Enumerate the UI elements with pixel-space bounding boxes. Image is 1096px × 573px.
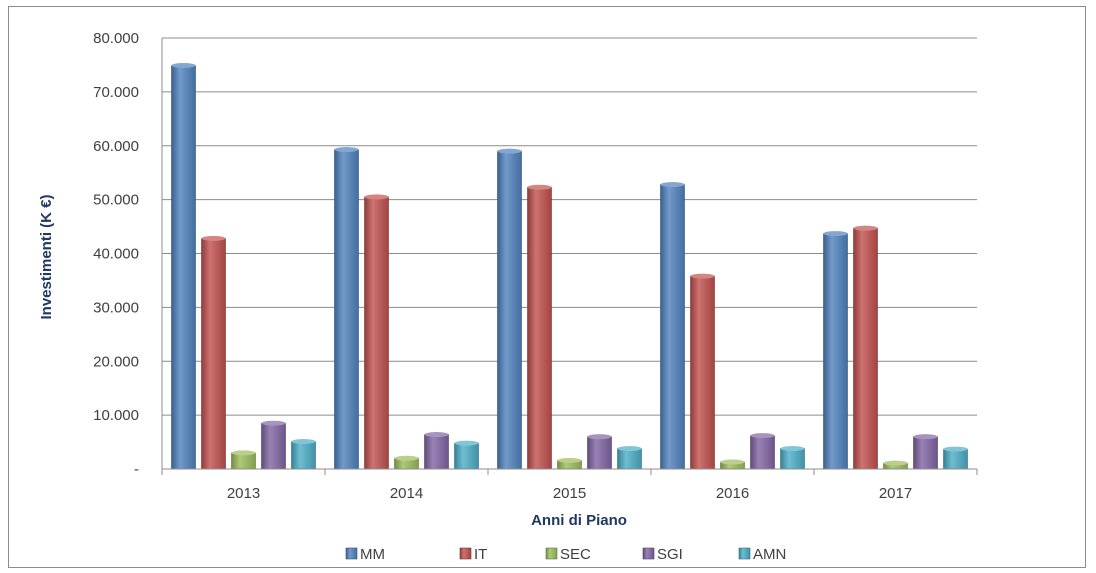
x-tick-label: 2016 [716,485,749,502]
bar-top-amn-2016 [780,446,805,452]
bar-top-it-2013 [201,235,226,241]
bar-mm-2013 [171,65,196,470]
y-tick-label: 10.000 [93,407,139,424]
gridlines [162,37,977,416]
y-axis-title: Investimenti (K €) [38,194,55,319]
y-tick-label: - [134,461,139,478]
bar-it-2013 [201,238,226,470]
bar-top-mm-2016 [660,182,685,188]
bar-amn-2017 [943,448,968,470]
bar-top-sec-2016 [720,459,745,465]
bar-top-it-2015 [527,184,552,190]
bar-top-mm-2014 [334,147,359,153]
y-tick-label: 20.000 [93,353,139,370]
bar-sgi-2015 [587,436,612,470]
bar-top-sgi-2015 [587,434,612,440]
bar-top-it-2014 [364,194,389,200]
bar-it-2017 [853,227,878,470]
bar-top-amn-2014 [454,440,479,446]
legend-label-sgi: SGI [657,546,683,563]
bar-top-it-2017 [853,225,878,231]
y-tick-label: 70.000 [93,84,139,101]
bar-top-amn-2013 [291,439,316,445]
legend: MM IT SEC SGI AMN [345,546,786,563]
bar-top-mm-2013 [171,62,196,68]
bar-mm-2015 [497,150,522,470]
bar-top-sgi-2016 [750,433,775,439]
chart-frame: - 10.000 20.000 30.000 40.000 50.000 60.000 70.… [8,6,1086,568]
bar-amn-2016 [780,448,805,470]
bar-it-2016 [690,275,715,470]
y-tick-label: 60.000 [93,138,139,155]
bar-it-2014 [364,196,389,470]
bar-top-sgi-2014 [424,432,449,438]
bar-amn-2013 [291,441,316,470]
bar-top-sec-2014 [394,455,419,461]
x-tick-label: 2017 [879,485,912,502]
bar-top-sec-2017 [883,460,908,466]
bar-chart: - 10.000 20.000 30.000 40.000 50.000 60.000 70.… [38,30,978,563]
bar-sgi-2016 [750,435,775,470]
bar-amn-2014 [454,442,479,470]
legend-swatch-mm [345,547,358,560]
legend-label-it: IT [474,546,487,563]
bar-mm-2016 [660,184,685,470]
y-tick-label: 80.000 [93,30,139,47]
y-tick-label: 50.000 [93,192,139,209]
x-axis-title: Anni di Piano [531,512,627,529]
bar-sgi-2013 [261,422,286,470]
x-tick-label: 2014 [390,485,423,502]
bars [171,62,968,470]
bar-it-2015 [527,186,552,470]
x-tick-label: 2015 [553,485,586,502]
bar-mm-2017 [823,233,848,470]
bar-top-sgi-2017 [913,434,938,440]
bar-mm-2014 [334,149,359,470]
legend-swatch-amn [738,547,751,560]
x-tick-label: 2013 [227,485,260,502]
bar-top-sec-2013 [231,450,256,456]
bar-top-amn-2015 [617,446,642,452]
bar-sgi-2014 [424,434,449,470]
bar-top-sgi-2013 [261,420,286,426]
legend-swatch-sec [545,547,558,560]
legend-label-mm: MM [360,546,385,563]
bar-top-mm-2017 [823,231,848,237]
legend-label-sec: SEC [560,546,591,563]
legend-swatch-it [459,547,472,560]
bar-top-amn-2017 [943,446,968,452]
bar-top-it-2016 [690,273,715,279]
bar-top-mm-2015 [497,148,522,154]
legend-swatch-sgi [642,547,655,560]
legend-label-amn: AMN [753,546,786,563]
y-tick-label: 30.000 [93,299,139,316]
y-tick-label: 40.000 [93,246,139,263]
bar-top-sec-2015 [557,457,582,463]
bar-sgi-2017 [913,436,938,470]
bar-amn-2015 [617,448,642,470]
axes: - 10.000 20.000 30.000 40.000 50.000 60.000 70.… [93,30,978,502]
